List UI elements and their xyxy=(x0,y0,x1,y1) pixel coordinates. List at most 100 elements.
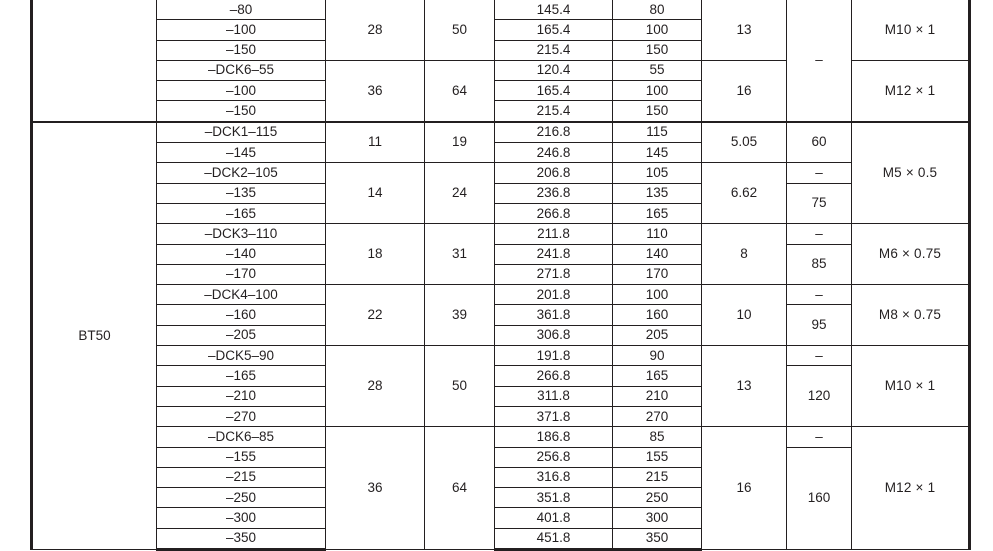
reach-cell: 165 xyxy=(612,365,702,387)
overall-length-cell: 306.8 xyxy=(494,324,613,347)
specification-table: –80 28 50 145.4 80 13– M10 × 1 –100 165.4 100 –150… xyxy=(30,0,971,551)
order-code-cell: –165 xyxy=(156,202,326,225)
projection-dash-cell: – xyxy=(786,345,852,367)
dimension-cell: 10 xyxy=(701,284,787,347)
table-row: –135 236.8 135 75 xyxy=(32,182,970,225)
overall-length-cell: 216.8 xyxy=(494,120,613,144)
overall-length-cell: 256.8 xyxy=(494,446,613,468)
overall-length-cell: 145.4 xyxy=(494,0,613,21)
overall-length-cell: 241.8 xyxy=(494,243,613,265)
table-row: –165 266.8 165 120 xyxy=(32,365,970,428)
table-row: –DCK4–100 22 39 201.8 100 10– M8 × 0.75 xyxy=(32,284,971,347)
overall-length-cell: 361.8 xyxy=(494,304,613,326)
overall-length-cell: 271.8 xyxy=(494,263,613,286)
thread-size-cell: M10 × 1 xyxy=(851,345,971,428)
reach-cell: 100 xyxy=(612,80,702,102)
projection-cell: 120 xyxy=(786,365,852,428)
reach-cell: 145 xyxy=(612,142,702,164)
order-code-cell: –150 xyxy=(156,100,326,123)
table-row: –150 215.4 150 xyxy=(32,100,970,123)
bore-cell: 64 xyxy=(424,59,495,123)
reach-cell: 250 xyxy=(612,487,702,509)
overall-length-cell: 451.8 xyxy=(494,527,613,551)
thread-size-cell: M12 × 1 xyxy=(851,426,971,551)
dimension-cell: 8 xyxy=(701,223,787,286)
order-code-cell: –160 xyxy=(156,304,326,326)
table-row: –140 241.8 140 85 xyxy=(32,243,970,286)
reach-cell: 100 xyxy=(612,284,702,306)
bore-cell: 50 xyxy=(424,345,495,428)
overall-length-cell: 215.4 xyxy=(494,39,613,61)
bore-cell: 50 xyxy=(424,0,495,61)
overall-length-cell: 311.8 xyxy=(494,385,613,407)
reach-cell: 55 xyxy=(612,59,702,82)
order-code-cell: –165 xyxy=(156,365,326,387)
order-code-cell: –135 xyxy=(156,182,326,204)
table-row: –DCK3–110 18 31 211.8 110 8– M6 × 0.75 xyxy=(32,223,971,286)
thread-size-cell: M6 × 0.75 xyxy=(851,223,971,286)
reach-cell: 80 xyxy=(612,0,702,21)
order-code-cell: –DCK3–110 xyxy=(156,223,326,245)
bore-cell: 19 xyxy=(424,120,495,164)
overall-length-cell: 316.8 xyxy=(494,466,613,489)
order-code-cell: –140 xyxy=(156,243,326,265)
overall-length-cell: 186.8 xyxy=(494,426,613,448)
order-code-cell: –170 xyxy=(156,263,326,286)
shank-type-cell: BT50 xyxy=(30,120,157,551)
table-row: –100 165.4 100 xyxy=(32,19,970,41)
bore-cell: 64 xyxy=(424,426,495,551)
reach-cell: 85 xyxy=(612,426,702,448)
overall-length-cell: 246.8 xyxy=(494,142,613,164)
table-row: –210 311.8 210 xyxy=(32,385,970,407)
table-row: –270 371.8 270 xyxy=(32,405,970,428)
order-code-cell: –DCK4–100 xyxy=(156,284,326,306)
projection-dash-cell: – xyxy=(786,223,852,245)
gauge-cell: 14 xyxy=(325,162,425,225)
order-code-cell: –210 xyxy=(156,385,326,407)
order-code-cell: –300 xyxy=(156,507,326,529)
bore-cell: 24 xyxy=(424,162,495,225)
overall-length-cell: 236.8 xyxy=(494,182,613,204)
table-body: –80 28 50 145.4 80 13– M10 × 1 –100 165.4 100 –150… xyxy=(30,0,971,551)
reach-cell: 115 xyxy=(612,120,702,144)
reach-cell: 105 xyxy=(612,162,702,184)
dimension-cell: 5.05 xyxy=(701,120,787,164)
table-row: –DCK6–55 36 64 120.4 55 16 M12 × 1 xyxy=(32,59,971,123)
projection-dash-cell: – xyxy=(786,284,852,306)
overall-length-cell: 165.4 xyxy=(494,80,613,102)
table-row: –160 361.8 160 95 xyxy=(32,304,970,347)
overall-length-cell: 266.8 xyxy=(494,365,613,387)
order-code-cell: –DCK2–105 xyxy=(156,162,326,184)
order-code-cell: –150 xyxy=(156,39,326,61)
order-code-cell: –350 xyxy=(156,527,326,551)
dimension-cell: 6.62 xyxy=(701,162,787,225)
reach-cell: 215 xyxy=(612,466,702,489)
order-code-cell: –DCK6–85 xyxy=(156,426,326,448)
reach-cell: 210 xyxy=(612,385,702,407)
overall-length-cell: 206.8 xyxy=(494,162,613,184)
projection-cell: 60 xyxy=(786,120,852,164)
overall-length-cell: 401.8 xyxy=(494,507,613,529)
order-code-cell: –100 xyxy=(156,19,326,41)
table-row: –100 165.4 100 xyxy=(32,80,970,102)
gauge-cell: 36 xyxy=(325,426,425,551)
overall-length-cell: 215.4 xyxy=(494,100,613,123)
order-code-cell: –270 xyxy=(156,405,326,428)
table-row: –DCK5–90 28 50 191.8 90 13– M10 × 1 xyxy=(32,345,971,428)
table-row: –205 306.8 205 xyxy=(32,324,970,347)
projection-cell: – xyxy=(786,0,852,123)
thread-size-cell: M12 × 1 xyxy=(851,59,971,123)
reach-cell: 205 xyxy=(612,324,702,347)
reach-cell: 160 xyxy=(612,304,702,326)
reach-cell: 270 xyxy=(612,405,702,428)
reach-cell: 90 xyxy=(612,345,702,367)
table-row: BT50 –DCK1–115 11 19 216.8 115 5.05 60 M5 × 0.5 xyxy=(30,120,971,551)
table-row: –DCK6–85 36 64 186.8 85 16– M12 × 1 xyxy=(32,426,971,551)
order-code-cell: –250 xyxy=(156,487,326,509)
overall-length-cell: 266.8 xyxy=(494,202,613,225)
order-code-cell: –DCK6–55 xyxy=(156,59,326,82)
reach-cell: 150 xyxy=(612,39,702,61)
table-row: –145 246.8 145 xyxy=(32,142,970,164)
thread-size-cell: M8 × 0.75 xyxy=(851,284,971,347)
table-row: –150 215.4 150 xyxy=(32,39,970,61)
